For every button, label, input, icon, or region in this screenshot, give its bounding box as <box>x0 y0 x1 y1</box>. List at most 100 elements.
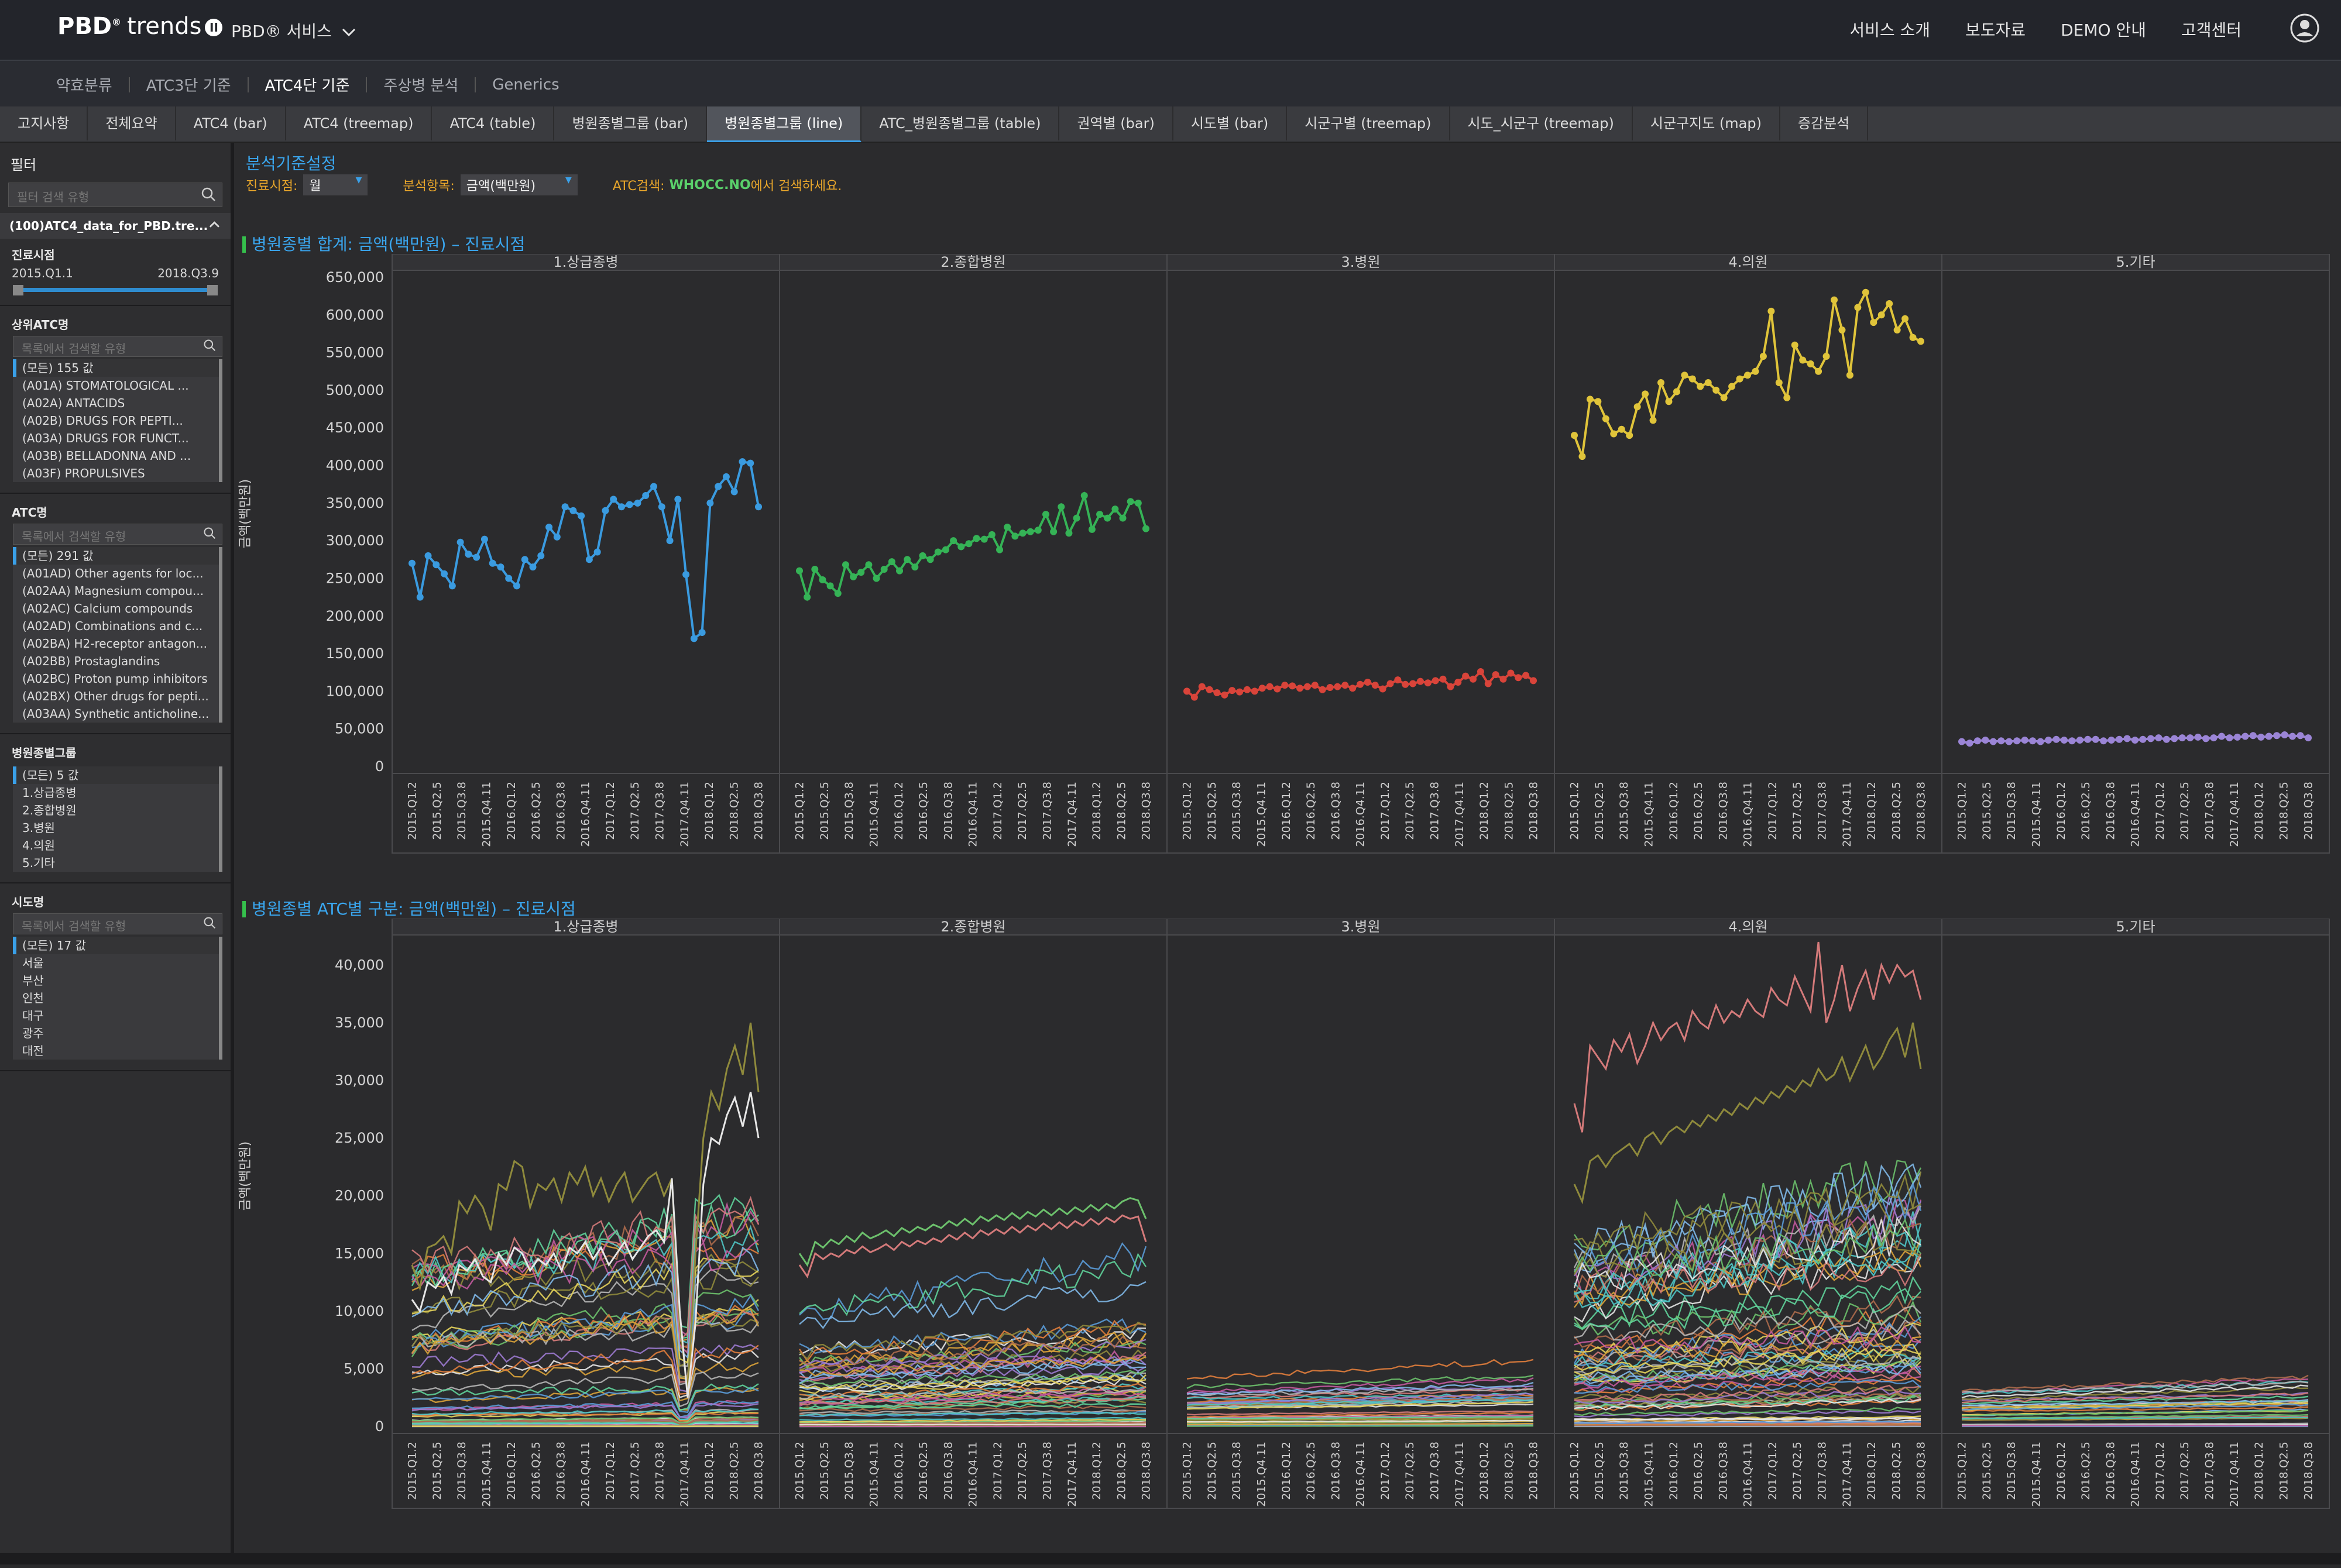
list-item[interactable]: (모든) 291 값 <box>13 547 219 565</box>
data-point <box>2052 736 2059 743</box>
list-item[interactable]: (A02BC) Proton pump inhibitors <box>13 670 219 687</box>
list-item[interactable]: (A02B) DRUGS FOR PEPTI... <box>13 412 219 429</box>
sido-title: 시도명 <box>0 886 231 913</box>
tab-notice[interactable]: 고지사항 <box>0 106 88 140</box>
x-tick-label: 2017.Q1.2 <box>991 782 1004 840</box>
search-icon[interactable] <box>203 339 216 352</box>
x-tick-label: 2017.Q2.5 <box>1016 1442 1029 1500</box>
atc-search-input[interactable]: 목록에서 검색할 유형 <box>13 524 222 545</box>
subnav-item-diagnosis[interactable]: 주상병 분석 <box>383 74 458 95</box>
list-item[interactable]: 4.의원 <box>13 837 219 854</box>
chart2-title: 병원종별 ATC별 구분: 금액(백만원) – 진료시점 <box>242 901 576 917</box>
subnav-item-atc3[interactable]: ATC3단 기준 <box>146 74 231 95</box>
chevron-up-icon[interactable] <box>208 219 221 231</box>
list-item[interactable]: (A02BX) Other drugs for pepti... <box>13 687 219 705</box>
list-item[interactable]: 1.상급종병 <box>13 784 219 802</box>
data-source-header[interactable]: (100)ATC4_data_for_PBD.tre... <box>0 213 231 239</box>
data-point <box>682 571 689 578</box>
x-tick-label: 2018.Q1.2 <box>2253 782 2266 840</box>
data-point <box>432 561 440 568</box>
list-item[interactable]: (A02AA) Magnesium compou... <box>13 582 219 600</box>
list-item[interactable]: (A02AD) Combinations and c... <box>13 617 219 635</box>
list-item[interactable]: (모든) 155 값 <box>13 359 219 377</box>
list-item[interactable]: (A02BB) Prostaglandins <box>13 652 219 670</box>
tab-sido-bar[interactable]: 시도별 (bar) <box>1173 106 1287 140</box>
list-item[interactable]: 부산 <box>13 972 219 989</box>
period-dropdown[interactable]: 월▼ <box>303 174 368 195</box>
nav-service-intro[interactable]: 서비스 소개 <box>1849 18 1930 41</box>
nav-customer-center[interactable]: 고객센터 <box>2181 18 2242 41</box>
tab-sigungu-map[interactable]: 시군구지도 (map) <box>1633 106 1780 140</box>
y-tick-label: 50,000 <box>335 721 384 737</box>
list-item[interactable]: (A02A) ANTACIDS <box>13 394 219 412</box>
list-item[interactable]: (A01A) STOMATOLOGICAL ... <box>13 377 219 394</box>
data-point <box>1191 694 1198 701</box>
nav-press[interactable]: 보도자료 <box>1965 18 2026 41</box>
list-item[interactable]: 2.종합병원 <box>13 802 219 819</box>
list-item[interactable]: (모든) 17 값 <box>13 937 219 954</box>
slider-handle-end[interactable] <box>207 285 218 295</box>
data-point <box>819 576 826 583</box>
tab-sigungu-treemap[interactable]: 시군구별 (treemap) <box>1287 106 1450 140</box>
x-tick-label: 2018.Q3.8 <box>1140 782 1153 840</box>
list-item[interactable]: 광주 <box>13 1024 219 1042</box>
list-item[interactable]: (A03A) DRUGS FOR FUNCT... <box>13 429 219 447</box>
tab-sido-sigungu-treemap[interactable]: 시도_시군구 (treemap) <box>1450 106 1633 140</box>
x-tick-label: 2018.Q3.8 <box>1528 782 1540 840</box>
list-item[interactable]: (A03B) BELLADONNA AND ... <box>13 447 219 465</box>
tab-atc-hospital-table[interactable]: ATC_병원종별그룹 (table) <box>861 106 1059 140</box>
tab-hospital-line[interactable]: 병원종별그룹 (line) <box>707 106 861 142</box>
subnav-item-atc4[interactable]: ATC4단 기준 <box>265 74 350 95</box>
list-item[interactable]: 대구 <box>13 1007 219 1024</box>
period-slider[interactable] <box>13 285 218 294</box>
x-tick-label: 2017.Q2.5 <box>1791 1442 1804 1500</box>
list-item[interactable]: 대전 <box>13 1042 219 1060</box>
filter-search-input[interactable]: 필터 검색 유형 <box>8 183 222 207</box>
search-icon[interactable] <box>201 187 216 202</box>
data-point <box>1721 394 1728 401</box>
data-point <box>857 569 864 576</box>
x-tick-label: 2018.Q1.2 <box>1865 1442 1878 1500</box>
tab-summary[interactable]: 전체요약 <box>88 106 176 140</box>
list-item[interactable]: (A01AD) Other agents for loc... <box>13 565 219 582</box>
x-tick-label: 2015.Q3.8 <box>843 1442 856 1500</box>
service-menu[interactable]: PBD® 서비스 <box>231 19 357 42</box>
user-account-icon[interactable] <box>2289 13 2320 43</box>
list-item[interactable]: (A02BA) H2-receptor antagon... <box>13 635 219 652</box>
whocc-link[interactable]: WHOCC.NO <box>670 178 751 192</box>
list-item[interactable]: 인천 <box>13 989 219 1007</box>
tab-change-analysis[interactable]: 증감분석 <box>1780 106 1868 140</box>
tab-atc4-bar[interactable]: ATC4 (bar) <box>176 106 286 140</box>
x-tick-label: 2016.Q3.8 <box>942 782 955 840</box>
data-point <box>569 507 576 514</box>
data-point <box>2029 737 2036 744</box>
list-item[interactable]: 서울 <box>13 954 219 972</box>
y-tick-label: 40,000 <box>335 957 384 973</box>
upper-atc-search-input[interactable]: 목록에서 검색할 유형 <box>13 336 222 357</box>
list-item[interactable]: (A03AA) Synthetic anticholine... <box>13 705 219 723</box>
tab-hospital-bar[interactable]: 병원종별그룹 (bar) <box>554 106 707 140</box>
x-tick-label: 2017.Q3.8 <box>1429 782 1441 840</box>
subnav-item-generics[interactable]: Generics <box>492 76 559 94</box>
list-item[interactable]: 5.기타 <box>13 854 219 872</box>
sido-search-input[interactable]: 목록에서 검색할 유형 <box>13 913 222 934</box>
list-item[interactable]: 3.병원 <box>13 819 219 837</box>
slider-handle-start[interactable] <box>13 285 23 295</box>
data-point <box>457 539 464 546</box>
search-icon[interactable] <box>203 527 216 539</box>
data-point <box>2289 733 2296 740</box>
tab-atc4-treemap[interactable]: ATC4 (treemap) <box>286 106 432 140</box>
x-tick-label: 2017.Q4.11 <box>2228 1442 2241 1507</box>
list-item[interactable]: (A02AC) Calcium compounds <box>13 600 219 617</box>
tab-atc4-table[interactable]: ATC4 (table) <box>432 106 554 140</box>
data-point <box>1221 692 1228 699</box>
list-item[interactable]: (A03F) PROPULSIVES <box>13 465 219 482</box>
item-dropdown[interactable]: 금액(백만원)▼ <box>461 174 578 195</box>
tab-region-bar[interactable]: 권역별 (bar) <box>1059 106 1173 140</box>
list-item[interactable]: (모든) 5 값 <box>13 766 219 784</box>
nav-demo[interactable]: DEMO 안내 <box>2061 18 2146 41</box>
search-icon[interactable] <box>203 916 216 929</box>
subnav-item-drug-class[interactable]: 약효분류 <box>56 74 112 95</box>
data-point <box>927 556 934 563</box>
